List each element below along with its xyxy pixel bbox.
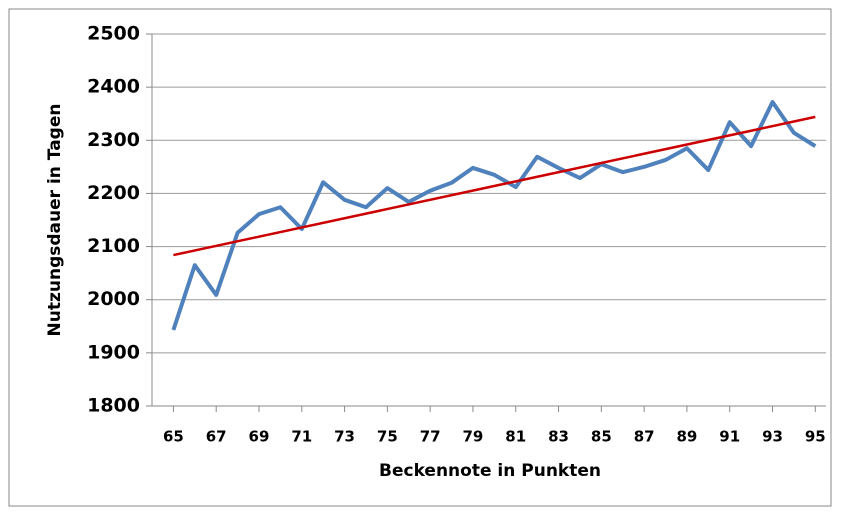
chart-border (8, 8, 832, 507)
y-tick-label: 2500 (87, 23, 140, 45)
x-tick-label: 87 (634, 428, 655, 446)
x-tick-label: 71 (291, 428, 312, 446)
trend-line (173, 115, 816, 257)
x-tick-label: 75 (377, 428, 398, 446)
data-line (171, 100, 817, 331)
x-axis-title: Beckennote in Punkten (379, 461, 601, 481)
y-tick-label: 1800 (87, 395, 140, 417)
y-tick-label: 2200 (87, 182, 140, 204)
x-tick-label: 77 (420, 428, 441, 446)
y-tick-label: 2300 (87, 129, 140, 151)
x-tick-label: 91 (719, 428, 740, 446)
x-tick-label: 93 (762, 428, 783, 446)
x-tick-label: 81 (505, 428, 526, 446)
y-tick-label: 1900 (87, 341, 140, 363)
x-tick-label: 67 (206, 428, 227, 446)
x-tick-label: 89 (676, 428, 697, 446)
x-tick-label: 95 (805, 428, 826, 446)
x-tick-label: 65 (163, 428, 184, 446)
y-tick-label: 2400 (87, 76, 140, 98)
x-tick-label: 69 (249, 428, 270, 446)
x-tick-label: 79 (463, 428, 484, 446)
y-tick-label: 2000 (87, 288, 140, 310)
x-tick-label: 85 (591, 428, 612, 446)
x-tick-label: 73 (334, 428, 355, 446)
x-tick-label: 83 (548, 428, 569, 446)
y-tick-label: 2100 (87, 235, 140, 257)
y-axis-title: Nutzungsdauer in Tagen (45, 104, 65, 337)
